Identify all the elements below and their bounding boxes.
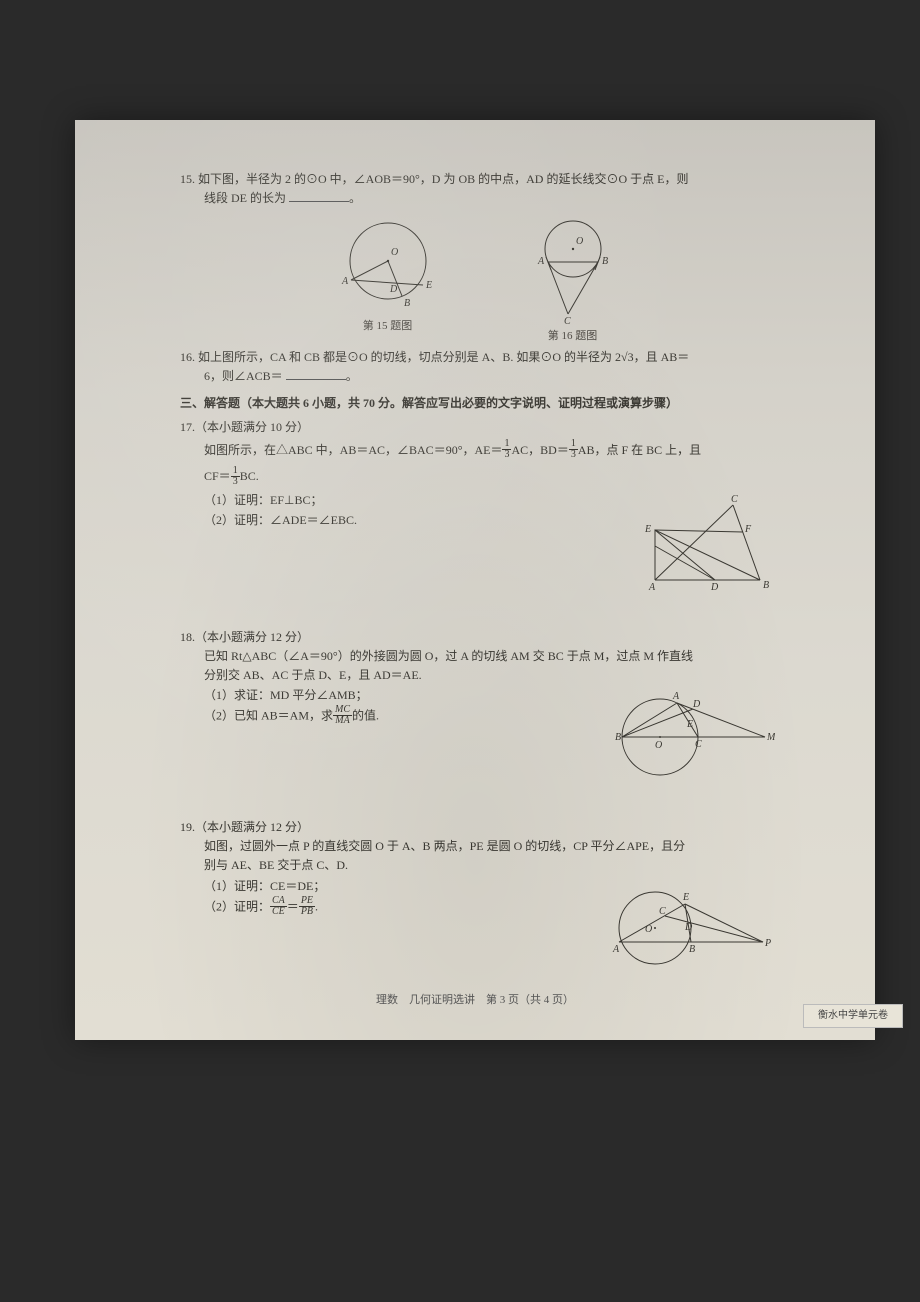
problem-17-body: 如图所示，在△ABC 中，AB＝AC，∠BAC＝90°，AE＝13AC，BD＝1… xyxy=(180,437,775,463)
label-E: E xyxy=(686,719,693,730)
q17-text-b: AC，BD＝ xyxy=(511,443,568,457)
label-P: P xyxy=(764,938,771,949)
problem-number: 15. xyxy=(180,172,195,186)
figure-15-caption: 第 15 题图 xyxy=(328,318,448,336)
figure-17-svg: A B C D E F xyxy=(645,490,775,590)
label-E: E xyxy=(682,892,689,903)
frac-1-3: 13 xyxy=(231,466,240,487)
worksheet-page: 15. 如下图，半径为 2 的⊙O 中，∠AOB＝90°，D 为 OB 的中点，… xyxy=(75,120,875,1040)
label-D: D xyxy=(684,922,693,933)
label-A: A xyxy=(341,276,349,287)
problem-text: 6，则∠ACB＝ xyxy=(204,369,283,383)
figure-16-caption: 第 16 题图 xyxy=(518,328,628,346)
label-D: D xyxy=(389,284,398,295)
problem-17: 17.（本小题满分 10 分） 如图所示，在△ABC 中，AB＝AC，∠BAC＝… xyxy=(180,418,775,590)
problem-15-line1: 15. 如下图，半径为 2 的⊙O 中，∠AOB＝90°，D 为 OB 的中点，… xyxy=(180,170,775,189)
label-F: F xyxy=(744,524,752,535)
problem-16-line1: 16. 如上图所示，CA 和 CB 都是⊙O 的切线，切点分别是 A、B. 如果… xyxy=(180,348,775,367)
problem-15-line2: 线段 DE 的长为 。 xyxy=(180,189,775,208)
q18-line2: 分别交 AB、AC 于点 D、E，且 AD＝AE. xyxy=(180,666,775,685)
problem-17-header: 17.（本小题满分 10 分） xyxy=(180,418,775,437)
problem-text: 如下图，半径为 2 的⊙O 中，∠AOB＝90°，D 为 OB 的中点，AD 的… xyxy=(198,172,688,186)
label-B: B xyxy=(689,944,695,955)
problem-19-header: 19.（本小题满分 12 分） xyxy=(180,818,775,837)
q19-sub2-text: （2）证明： xyxy=(204,899,270,913)
label-O: O xyxy=(645,924,652,935)
label-E: E xyxy=(645,524,651,535)
label-O: O xyxy=(576,236,583,247)
figure-19: A B E P C D O xyxy=(605,876,775,971)
problem-number: 16. xyxy=(180,350,195,364)
frac-mc-ma: MCMA xyxy=(333,705,352,726)
page-footer: 理数 几何证明选讲 第 3 页（共 4 页） xyxy=(75,992,875,1010)
figure-18-svg: B A C M D E O xyxy=(605,685,775,780)
q17-text-a: 如图所示，在△ABC 中，AB＝AC，∠BAC＝90°，AE＝ xyxy=(204,443,502,457)
label-B: B xyxy=(763,580,769,590)
q17-text-c: AB，点 F 在 BC 上，且 xyxy=(578,443,701,457)
answer-blank xyxy=(289,190,349,202)
label-O: O xyxy=(655,740,662,751)
problem-17-body2: CF＝13BC. xyxy=(180,463,775,489)
figure-19-svg: A B E P C D O xyxy=(605,876,775,971)
section-3-title: 三、解答题（本大题共 6 小题，共 70 分。解答应写出必要的文字说明、证明过程… xyxy=(180,394,775,413)
problem-text: 如上图所示，CA 和 CB 都是⊙O 的切线，切点分别是 A、B. 如果⊙O 的… xyxy=(198,350,689,364)
figure-18: B A C M D E O xyxy=(605,685,775,780)
label-B: B xyxy=(404,298,410,309)
problem-16-line2: 6，则∠ACB＝ 。 xyxy=(180,367,775,386)
answer-blank xyxy=(286,368,346,380)
figure-15-svg: O A B D E xyxy=(328,216,448,316)
frac-ca-ce: CACE xyxy=(270,896,287,917)
frac-1-3: 13 xyxy=(569,439,578,460)
label-O: O xyxy=(391,247,398,258)
q19-line2: 别与 AE、BE 交于点 C、D. xyxy=(180,856,775,875)
figure-15: O A B D E 第 15 题图 xyxy=(328,216,448,346)
label-B: B xyxy=(602,256,608,267)
figure-16-svg: O A B C xyxy=(518,216,628,326)
label-A: A xyxy=(648,582,656,590)
q17-text-e: BC. xyxy=(240,469,259,483)
q18-line1: 已知 Rt△ABC（∠A＝90°）的外接圆为圆 O，过 A 的切线 AM 交 B… xyxy=(180,647,775,666)
label-C: C xyxy=(731,494,738,505)
q19-line1: 如图，过圆外一点 P 的直线交圆 O 于 A、B 两点，PE 是圆 O 的切线，… xyxy=(180,837,775,856)
q18-sub2a: （2）已知 AB＝AM，求 xyxy=(204,709,333,723)
problem-text: 线段 DE 的长为 xyxy=(204,191,286,205)
label-B: B xyxy=(615,732,621,743)
label-C: C xyxy=(659,906,666,917)
problem-18-header: 18.（本小题满分 12 分） xyxy=(180,628,775,647)
problem-18: 18.（本小题满分 12 分） 已知 Rt△ABC（∠A＝90°）的外接圆为圆 … xyxy=(180,628,775,781)
label-C: C xyxy=(564,316,571,326)
label-C: C xyxy=(695,739,702,750)
label-M: M xyxy=(766,732,775,743)
figure-17: A B C D E F xyxy=(645,490,775,590)
figures-15-16: O A B D E 第 15 题图 O A B C 第 16 xyxy=(180,216,775,346)
frac-1-3: 13 xyxy=(502,439,511,460)
problem-16: 16. 如上图所示，CA 和 CB 都是⊙O 的切线，切点分别是 A、B. 如果… xyxy=(180,348,775,386)
label-A: A xyxy=(537,256,545,267)
problem-15: 15. 如下图，半径为 2 的⊙O 中，∠AOB＝90°，D 为 OB 的中点，… xyxy=(180,170,775,208)
problem-19: 19.（本小题满分 12 分） 如图，过圆外一点 P 的直线交圆 O 于 A、B… xyxy=(180,818,775,971)
figure-16: O A B C 第 16 题图 xyxy=(518,216,628,346)
label-D: D xyxy=(710,582,719,590)
label-A: A xyxy=(672,691,680,702)
label-E: E xyxy=(425,280,432,291)
label-D: D xyxy=(692,699,701,710)
frac-pe-pb: PEPB xyxy=(299,896,315,917)
q17-text-d: CF＝ xyxy=(204,469,231,483)
school-stamp: 衡水中学单元卷 xyxy=(803,1004,903,1028)
q18-sub2b: 的值. xyxy=(352,709,379,723)
label-A: A xyxy=(612,944,620,955)
